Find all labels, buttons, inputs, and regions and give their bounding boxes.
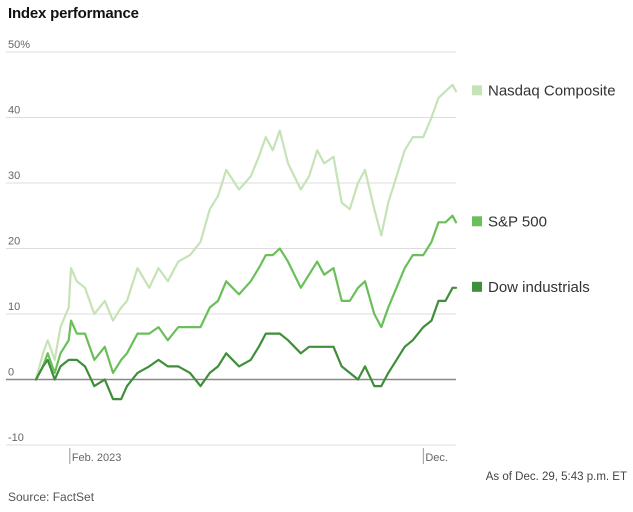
grid-lines <box>6 51 456 446</box>
y-tick-label: -10 <box>8 432 24 444</box>
series-line-2 <box>34 214 458 381</box>
series-line-1 <box>34 83 458 381</box>
as-of-note: As of Dec. 29, 5:43 p.m. ET <box>485 471 627 483</box>
y-tick-label: 40 <box>8 105 20 117</box>
x-tick-label: Feb. 2023 <box>72 452 122 464</box>
series-lines <box>34 83 458 401</box>
legend-swatch <box>472 216 482 227</box>
y-tick-label: 30 <box>8 170 20 182</box>
legend-label: Dow industrials <box>488 279 590 296</box>
legend-label: S&P 500 <box>488 213 547 230</box>
source-note: Source: FactSet <box>8 490 95 504</box>
y-axis-ticks: 50% 40 30 20 10 0 -10 <box>8 39 30 444</box>
legend-swatch <box>472 85 482 96</box>
y-tick-label: 20 <box>8 236 20 248</box>
legend-swatch <box>472 281 482 292</box>
x-axis-ticks: Feb. 2023 Dec. <box>69 448 448 464</box>
legend: Nasdaq Composite S&P 500 Dow industrials <box>472 82 616 296</box>
chart-title: Index performance <box>8 5 139 22</box>
series-line-3 <box>34 286 458 401</box>
y-tick-label: 50% <box>8 39 30 51</box>
y-tick-label: 10 <box>8 301 20 313</box>
x-tick-label: Dec. <box>425 452 448 464</box>
y-tick-label: 0 <box>8 367 14 379</box>
legend-label: Nasdaq Composite <box>488 82 616 99</box>
